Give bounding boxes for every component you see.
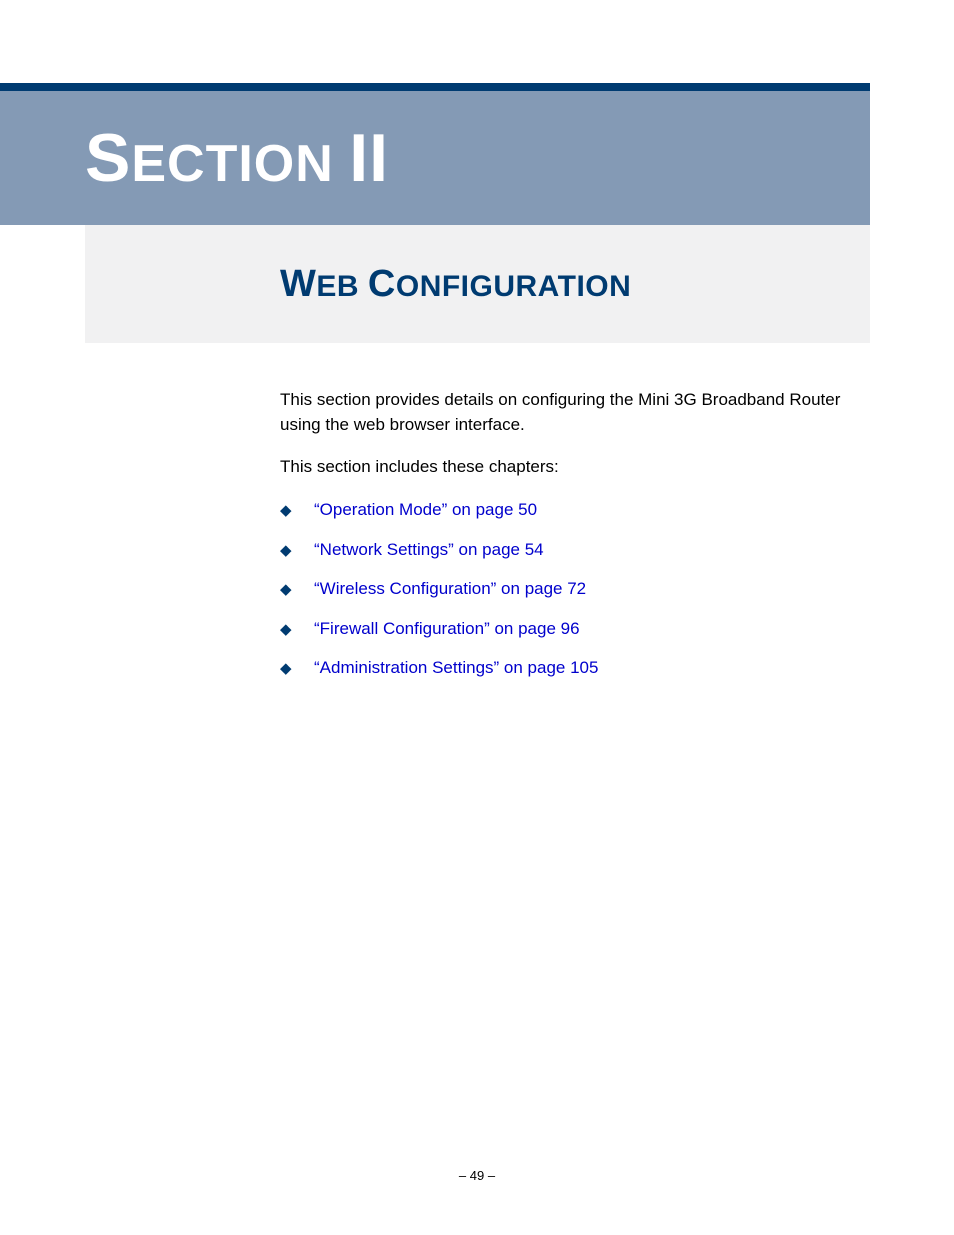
- chapter-link-wireless-configuration[interactable]: “Wireless Configuration” on page 72: [314, 577, 586, 602]
- subtitle-eb: EB: [316, 270, 359, 303]
- section-ection: ECTION: [131, 135, 333, 193]
- intro-paragraph-1: This section provides details on configu…: [280, 388, 870, 437]
- chapter-link-operation-mode[interactable]: “Operation Mode” on page 50: [314, 498, 537, 523]
- subtitle-band: WEB CONFIGURATION: [85, 225, 870, 343]
- chapter-list: ◆ “Operation Mode” on page 50 ◆ “Network…: [280, 498, 870, 681]
- chapter-link-firewall-configuration[interactable]: “Firewall Configuration” on page 96: [314, 617, 580, 642]
- page-number: – 49 –: [459, 1168, 495, 1183]
- subtitle-space: [359, 270, 368, 303]
- page-footer: – 49 –: [0, 1168, 954, 1183]
- diamond-bullet-icon: ◆: [280, 500, 294, 522]
- list-item: ◆ “Administration Settings” on page 105: [280, 656, 870, 681]
- top-bar: [0, 83, 870, 91]
- diamond-bullet-icon: ◆: [280, 579, 294, 601]
- section-space: [334, 135, 349, 193]
- section-banner: SECTION II: [0, 91, 870, 225]
- section-roman: II: [349, 120, 389, 196]
- diamond-bullet-icon: ◆: [280, 540, 294, 562]
- list-item: ◆ “Wireless Configuration” on page 72: [280, 577, 870, 602]
- list-item: ◆ “Operation Mode” on page 50: [280, 498, 870, 523]
- chapter-link-administration-settings[interactable]: “Administration Settings” on page 105: [314, 656, 598, 681]
- subtitle-title: WEB CONFIGURATION: [280, 263, 631, 306]
- section-s: S: [85, 120, 131, 196]
- body-content: This section provides details on configu…: [280, 388, 870, 696]
- chapter-link-network-settings[interactable]: “Network Settings” on page 54: [314, 538, 544, 563]
- intro-paragraph-2: This section includes these chapters:: [280, 455, 870, 480]
- subtitle-c: C: [368, 263, 396, 305]
- subtitle-w: W: [280, 263, 316, 305]
- section-label: SECTION II: [85, 119, 389, 197]
- diamond-bullet-icon: ◆: [280, 658, 294, 680]
- list-item: ◆ “Network Settings” on page 54: [280, 538, 870, 563]
- subtitle-onfiguration: ONFIGURATION: [396, 270, 631, 303]
- diamond-bullet-icon: ◆: [280, 619, 294, 641]
- list-item: ◆ “Firewall Configuration” on page 96: [280, 617, 870, 642]
